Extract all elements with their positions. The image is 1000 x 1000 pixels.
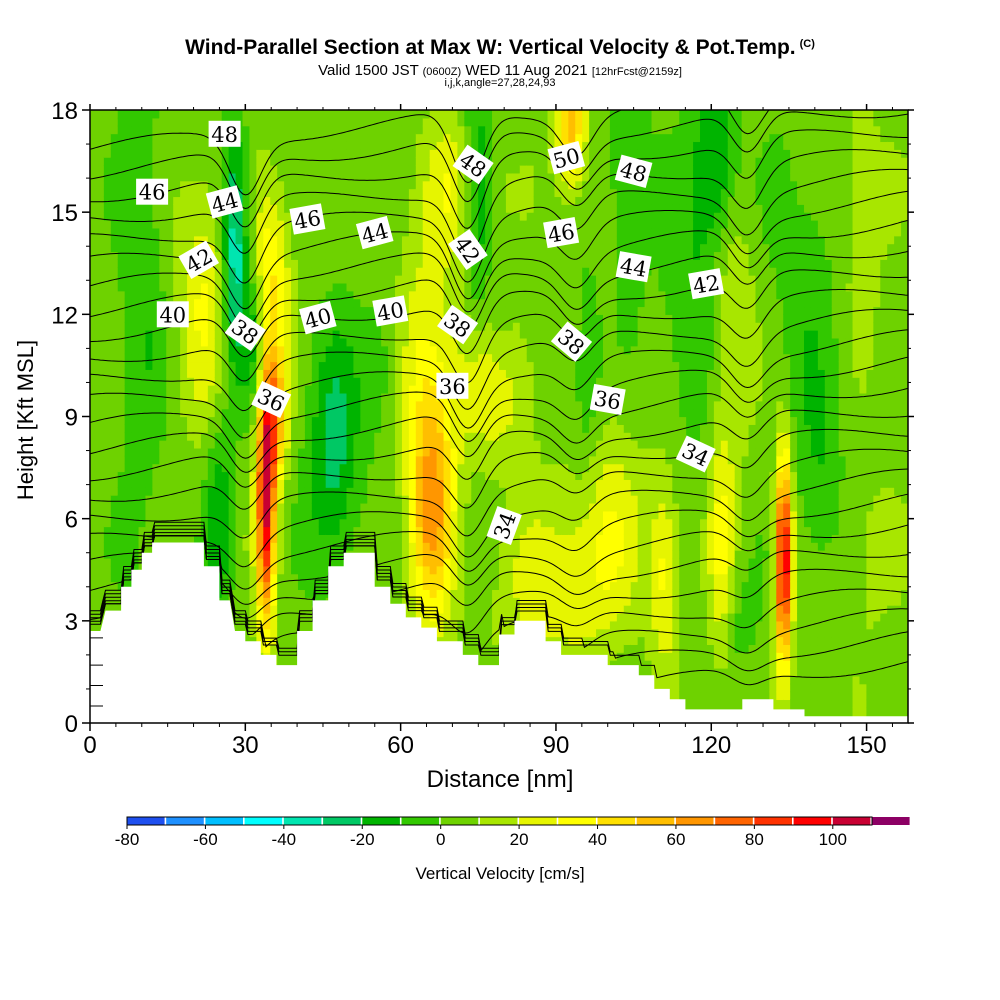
isentrope-line [90,149,908,259]
isentrope-line [90,521,908,652]
colorbar-swatch [519,817,557,825]
colorbar-swatch [636,817,675,825]
colorbar-swatch [205,817,243,825]
colorbar-swatch [362,817,400,825]
y-axis-title: Height [Kft MSL] [13,339,38,501]
y-tick-label: 6 [65,507,78,534]
colorbar-swatch [323,817,361,825]
colorbar-tick-label: -60 [193,830,218,849]
colorbar-swatch [244,817,283,825]
colorbar-tick-label: 60 [666,830,685,849]
isentrope-label: 44 [615,251,652,283]
isentrope-label: 46 [543,217,580,249]
isentrope-line [90,269,908,358]
grid-indices: i,j,k,angle=27,28,24,93 [444,77,556,89]
colorbar-swatch [283,817,322,825]
x-tick-label: 60 [387,732,414,759]
colorbar-swatch [872,817,910,825]
x-tick-label: 150 [847,732,887,759]
isentrope-line [90,250,908,341]
isentrope-label: 46 [136,178,169,205]
colorbar-swatch [754,817,792,825]
isentrope-label: 40 [156,301,189,328]
colorbar-tick-label: 40 [588,830,607,849]
y-tick-label: 3 [65,609,78,636]
chart-title: Wind-Parallel Section at Max W: Vertical… [185,36,815,59]
colorbar-tick-label: -20 [350,830,375,849]
colorbar-swatch [832,817,871,825]
colorbar-tick-label: 0 [436,830,445,849]
isentrope-label: 42 [688,268,725,300]
colorbar: -80 -60 -40 -20 0 20 40 60 80 100 [115,816,910,849]
colorbar-tick-label: 100 [819,830,847,849]
isentrope-line [90,110,770,196]
isentrope-line [90,448,908,539]
isentrope-line [90,219,908,328]
isentrope-label: 36 [251,380,292,419]
y-tick-label: 9 [65,405,78,432]
colorbar-swatch [401,817,440,825]
chart-subtitle: Valid 1500 JST (0600Z) WED 11 Aug 2021 [… [318,62,682,79]
terrain-mask [90,542,908,723]
x-tick-label: 90 [543,732,570,759]
isentrope-line [90,168,908,284]
colorbar-tick-label: -40 [272,830,297,849]
isentrope-label: 46 [289,203,326,235]
isentrope-label: 40 [372,295,409,327]
colorbar-swatch [440,817,479,825]
colorbar-tick-label: 80 [745,830,764,849]
colorbar-tick-label: -80 [115,830,140,849]
isentrope-line [90,356,908,459]
isentrope-line [90,387,908,473]
colorbar-tick-label: 20 [510,830,529,849]
colorbar-swatch [715,817,753,825]
colorbar-swatch [127,817,165,825]
isentrope-label: 50 [547,141,586,175]
isentrope-line [90,308,908,412]
colorbar-swatch [479,817,518,825]
isentrope-line [90,409,908,488]
isentrope-line [90,111,908,210]
terrain-slices [90,637,103,707]
isentrope-line [90,524,908,605]
colorbar-swatch [675,817,714,825]
x-tick-label: 30 [232,732,259,759]
colorbar-title: Vertical Velocity [cm/s] [415,864,585,883]
y-tick-label: 0 [65,711,78,738]
colorbar-swatch [558,817,596,825]
isentrope-label: 36 [436,372,469,399]
colorbar-swatch [793,817,832,825]
isentrope-line [90,428,908,510]
y-tick-label: 15 [51,200,78,227]
colorbar-swatch [597,817,636,825]
isentrope-line [90,190,908,310]
y-tick-label: 18 [51,98,78,125]
isentrope-line [90,329,908,439]
isentrope-label: 48 [208,120,241,147]
y-tick-label: 12 [51,302,78,329]
copyright-mark: (C) [799,38,815,50]
colorbar-swatch [166,817,204,825]
x-tick-label: 120 [691,732,731,759]
x-axis-title: Distance [nm] [426,766,574,793]
isentrope-line [90,493,908,590]
x-tick-label: 0 [83,732,96,759]
isentrope-line [90,289,908,384]
isentrope-label: 36 [589,383,626,416]
isentrope-line [90,535,908,620]
